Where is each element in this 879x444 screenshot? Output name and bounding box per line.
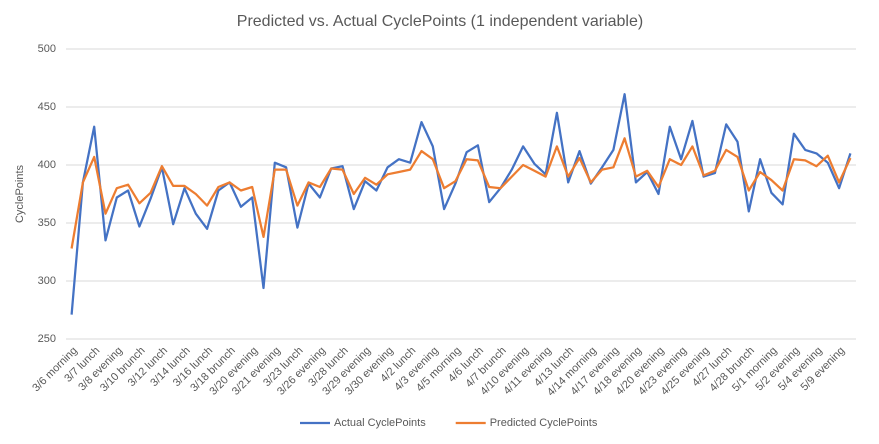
y-tick-label: 300 xyxy=(38,275,56,287)
legend-label: Actual CyclePoints xyxy=(334,417,426,429)
y-tick-label: 450 xyxy=(38,101,56,113)
legend-label: Predicted CyclePoints xyxy=(490,417,598,429)
chart-title: Predicted vs. Actual CyclePoints (1 inde… xyxy=(237,13,643,30)
series-line xyxy=(70,137,852,249)
y-tick-label: 400 xyxy=(38,159,56,171)
y-axis-label: CyclePoints xyxy=(14,164,26,223)
y-tick-label: 250 xyxy=(38,333,56,345)
y-tick-label: 350 xyxy=(38,217,56,229)
y-tick-label: 500 xyxy=(38,43,56,55)
